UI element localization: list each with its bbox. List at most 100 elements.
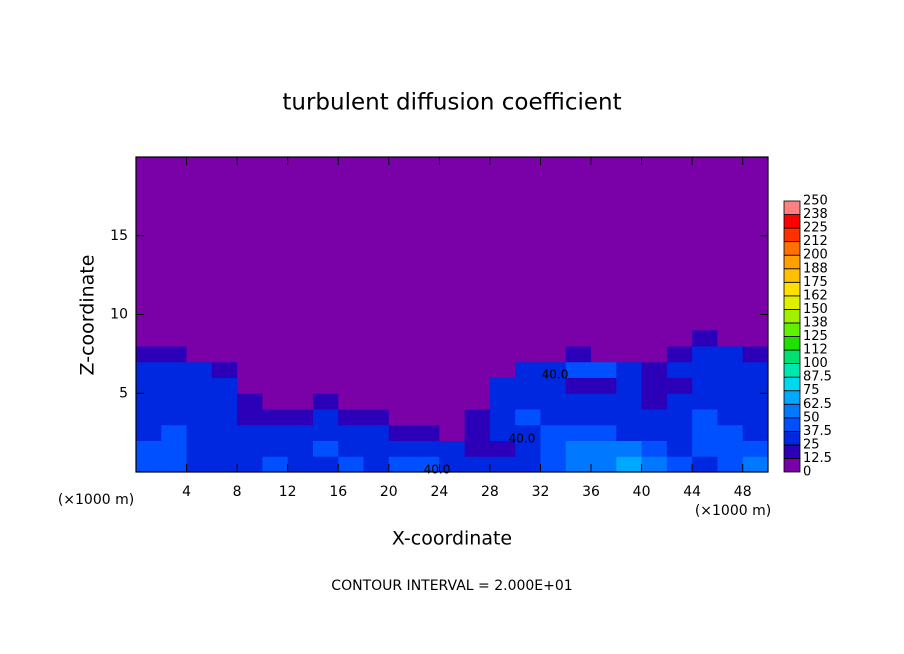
colorbar-swatch	[783, 458, 801, 473]
colorbar-label: 0	[803, 465, 811, 480]
heat-cell	[136, 440, 162, 457]
heat-cell	[287, 393, 314, 410]
heat-cell	[136, 361, 162, 378]
colorbar-label: 125	[803, 329, 828, 344]
colorbar-swatch	[783, 281, 801, 297]
heat-cell	[136, 346, 162, 363]
x-tick-label: 36	[582, 484, 600, 500]
heat-cell	[439, 393, 466, 410]
heat-cell	[489, 377, 516, 394]
x-tick-label: 48	[734, 484, 752, 500]
heat-cell	[717, 346, 744, 363]
x-tick-label: 4	[182, 484, 191, 500]
heat-cell	[641, 393, 668, 410]
heat-cell	[363, 361, 390, 378]
heat-cell	[363, 409, 390, 426]
heat-cell	[262, 456, 289, 473]
heat-cell	[388, 424, 415, 441]
heat-cell	[540, 330, 567, 347]
heat-cell	[464, 330, 491, 347]
heat-cell	[363, 330, 390, 347]
heat-cell	[591, 440, 617, 457]
x-tick-label: 8	[233, 484, 242, 500]
heat-cell	[489, 456, 516, 473]
heat-cell	[388, 456, 415, 473]
colorbar-swatch	[783, 390, 801, 405]
heat-cell	[641, 424, 668, 441]
heat-cell	[338, 377, 365, 394]
heat-cell	[464, 361, 491, 378]
heat-cell	[414, 361, 440, 378]
heat-cell	[439, 424, 466, 441]
footer: CONTOUR INTERVAL = 2.000E+01	[331, 578, 572, 594]
heat-cell	[666, 424, 693, 441]
heat-cell	[692, 346, 718, 363]
heat-cell	[489, 361, 516, 378]
heat-cell	[692, 409, 718, 426]
heat-cell	[186, 424, 213, 441]
heat-cell	[136, 424, 162, 441]
heat-cell	[338, 346, 365, 363]
heat-cell	[565, 424, 592, 441]
heat-cell	[717, 409, 744, 426]
heat-cell	[692, 377, 718, 394]
colorbar-swatch	[783, 376, 801, 392]
heat-cell	[515, 424, 541, 441]
heat-cell	[692, 456, 718, 473]
heat-cell	[211, 346, 238, 363]
heat-cell	[489, 330, 516, 347]
colorbar-label: 12.5	[803, 451, 832, 466]
heat-cell	[515, 409, 541, 426]
colorbar-label: 175	[803, 275, 828, 290]
heat-cell	[489, 393, 516, 410]
heat-cell	[388, 440, 415, 457]
heat-cell	[464, 440, 491, 457]
heat-cell	[287, 377, 314, 394]
heat-cell	[388, 346, 415, 363]
heat-cell	[439, 330, 466, 347]
heat-cell	[312, 346, 339, 363]
colorbar-label: 238	[803, 207, 828, 222]
heat-cell	[591, 377, 617, 394]
heat-cell	[616, 456, 643, 473]
x-tick-label: 24	[430, 484, 448, 500]
heat-cell	[439, 377, 466, 394]
heat-cell	[237, 456, 263, 473]
heat-cell	[312, 377, 339, 394]
heat-cell	[439, 346, 466, 363]
heat-cell	[565, 456, 592, 473]
heat-cell	[591, 456, 617, 473]
heat-cell	[262, 393, 289, 410]
heat-cell	[692, 440, 718, 457]
heat-cell	[161, 409, 188, 426]
heat-cell	[717, 424, 744, 441]
colorbar-label: 200	[803, 248, 828, 263]
heat-cell	[211, 393, 238, 410]
heat-cell	[414, 424, 440, 441]
y-unit-label: (×1000 m)	[58, 492, 134, 508]
heat-cell	[136, 377, 162, 394]
heat-cell	[161, 330, 188, 347]
heat-cell	[540, 456, 567, 473]
heat-cell	[136, 393, 162, 410]
contour-label: 40.0	[542, 368, 569, 382]
heat-cell	[540, 377, 567, 394]
heat-cell	[237, 440, 263, 457]
heat-cell	[388, 393, 415, 410]
heat-cell	[717, 393, 744, 410]
heat-cell	[414, 440, 440, 457]
colorbar-swatch	[783, 349, 801, 364]
heat-cell	[489, 424, 516, 441]
heat-cell	[641, 409, 668, 426]
colorbar-label: 162	[803, 288, 828, 303]
heat-cell	[287, 424, 314, 441]
heat-cell	[742, 377, 769, 394]
heat-cell	[439, 440, 466, 457]
heat-cell	[312, 330, 339, 347]
heat-cell	[692, 424, 718, 441]
heat-cell	[489, 346, 516, 363]
heat-cell	[666, 440, 693, 457]
heat-cell	[591, 361, 617, 378]
colorbar-swatch	[783, 444, 801, 459]
heat-cell	[540, 393, 567, 410]
